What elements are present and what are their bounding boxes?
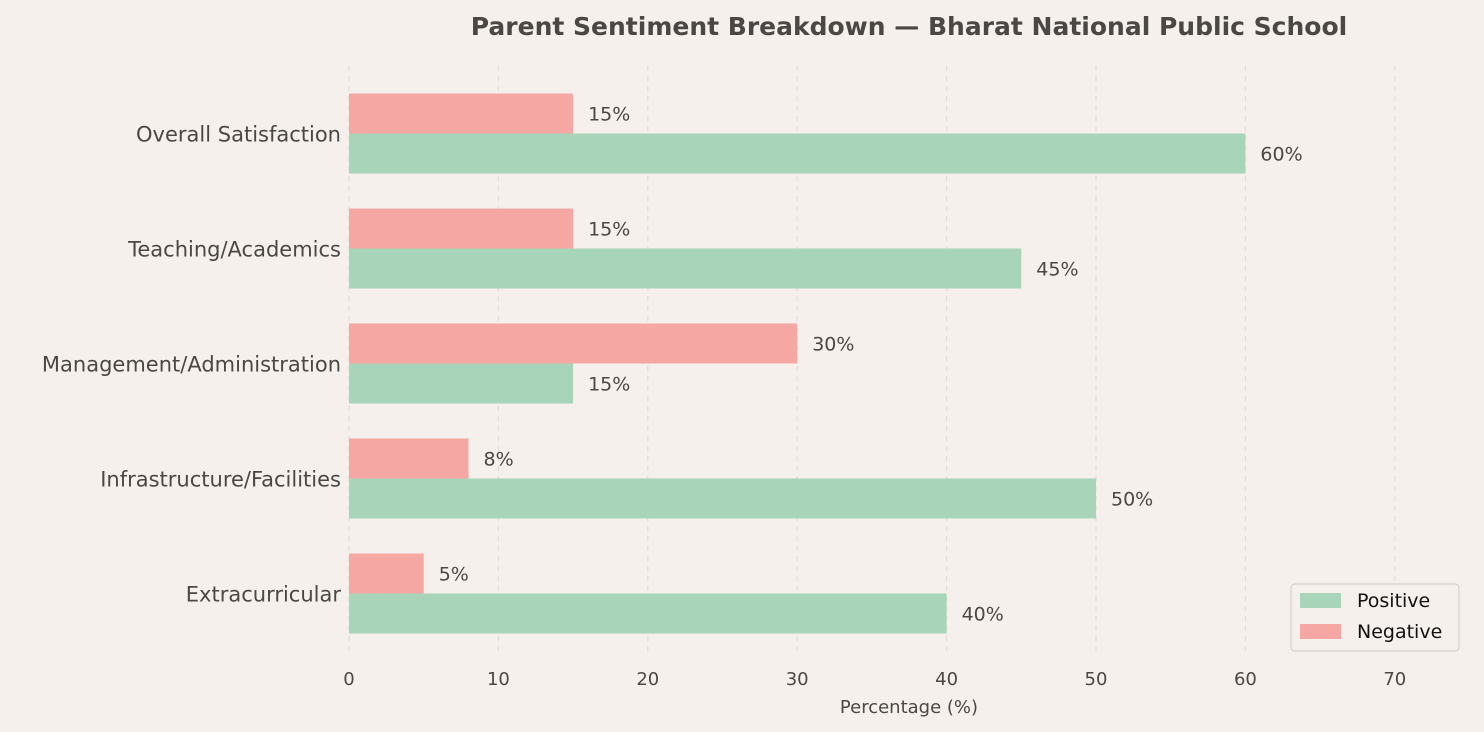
category-label: Extracurricular <box>186 583 342 607</box>
x-tick-label: 60 <box>1234 669 1257 690</box>
category-label: Teaching/Academics <box>127 238 341 262</box>
data-labels: 15% 60% 15% 45% 30% 15% 8% 50% 5% 40% <box>439 104 1303 626</box>
x-tick-label: 30 <box>786 669 809 690</box>
data-label-negative: 15% <box>588 104 630 126</box>
legend-swatch-negative <box>1300 624 1341 639</box>
x-tick-label: 0 <box>343 669 354 690</box>
bar-negative <box>349 93 574 134</box>
data-label-positive: 15% <box>588 374 630 396</box>
data-label-negative: 8% <box>484 449 514 471</box>
x-tick-label: 40 <box>935 669 958 690</box>
data-label-negative: 5% <box>439 564 469 586</box>
legend-label-negative: Negative <box>1357 621 1442 643</box>
bar-positive <box>349 363 574 404</box>
x-tick-label: 50 <box>1085 669 1108 690</box>
bar-negative <box>349 323 798 364</box>
bar-positive <box>349 478 1096 519</box>
bar-positive <box>349 248 1022 289</box>
data-label-positive: 60% <box>1260 144 1302 166</box>
value-axis: 0 10 20 30 40 50 60 70 <box>343 669 1406 690</box>
bar-negative <box>349 438 469 479</box>
x-tick-label: 10 <box>487 669 510 690</box>
legend-label-positive: Positive <box>1357 590 1430 612</box>
data-label-positive: 40% <box>962 604 1004 626</box>
category-axis: Overall Satisfaction Teaching/Academics Ma… <box>42 123 341 607</box>
x-axis-label: Percentage (%) <box>840 697 978 718</box>
x-tick-label: 70 <box>1383 669 1406 690</box>
category-label: Overall Satisfaction <box>136 123 341 147</box>
bar-positive <box>349 593 947 634</box>
bars <box>349 93 1246 634</box>
data-label-negative: 15% <box>588 219 630 241</box>
bar-negative <box>349 553 424 594</box>
bar-negative <box>349 208 574 249</box>
category-label: Management/Administration <box>42 353 341 377</box>
legend: Positive Negative <box>1290 583 1460 652</box>
bar-positive <box>349 133 1246 174</box>
data-label-positive: 50% <box>1111 489 1153 511</box>
legend-swatch-positive <box>1300 593 1341 608</box>
x-tick-label: 20 <box>636 669 659 690</box>
data-label-positive: 45% <box>1036 259 1078 281</box>
category-label: Infrastructure/Facilities <box>100 468 341 492</box>
data-label-negative: 30% <box>812 334 854 356</box>
chart-title: Parent Sentiment Breakdown — Bharat Nati… <box>471 12 1347 41</box>
